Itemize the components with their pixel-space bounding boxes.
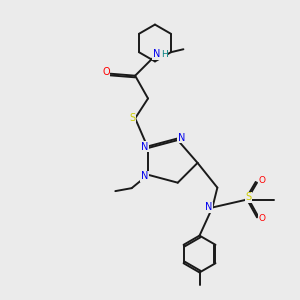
Text: O: O	[259, 176, 266, 185]
Text: S: S	[130, 113, 136, 123]
Text: N: N	[205, 202, 212, 212]
Text: O: O	[259, 214, 266, 224]
Text: H: H	[161, 50, 168, 59]
Text: O: O	[102, 67, 110, 77]
Text: N: N	[178, 133, 185, 143]
Text: N: N	[141, 142, 148, 152]
Text: S: S	[245, 193, 252, 202]
Text: N: N	[153, 50, 160, 59]
Text: N: N	[141, 171, 148, 181]
